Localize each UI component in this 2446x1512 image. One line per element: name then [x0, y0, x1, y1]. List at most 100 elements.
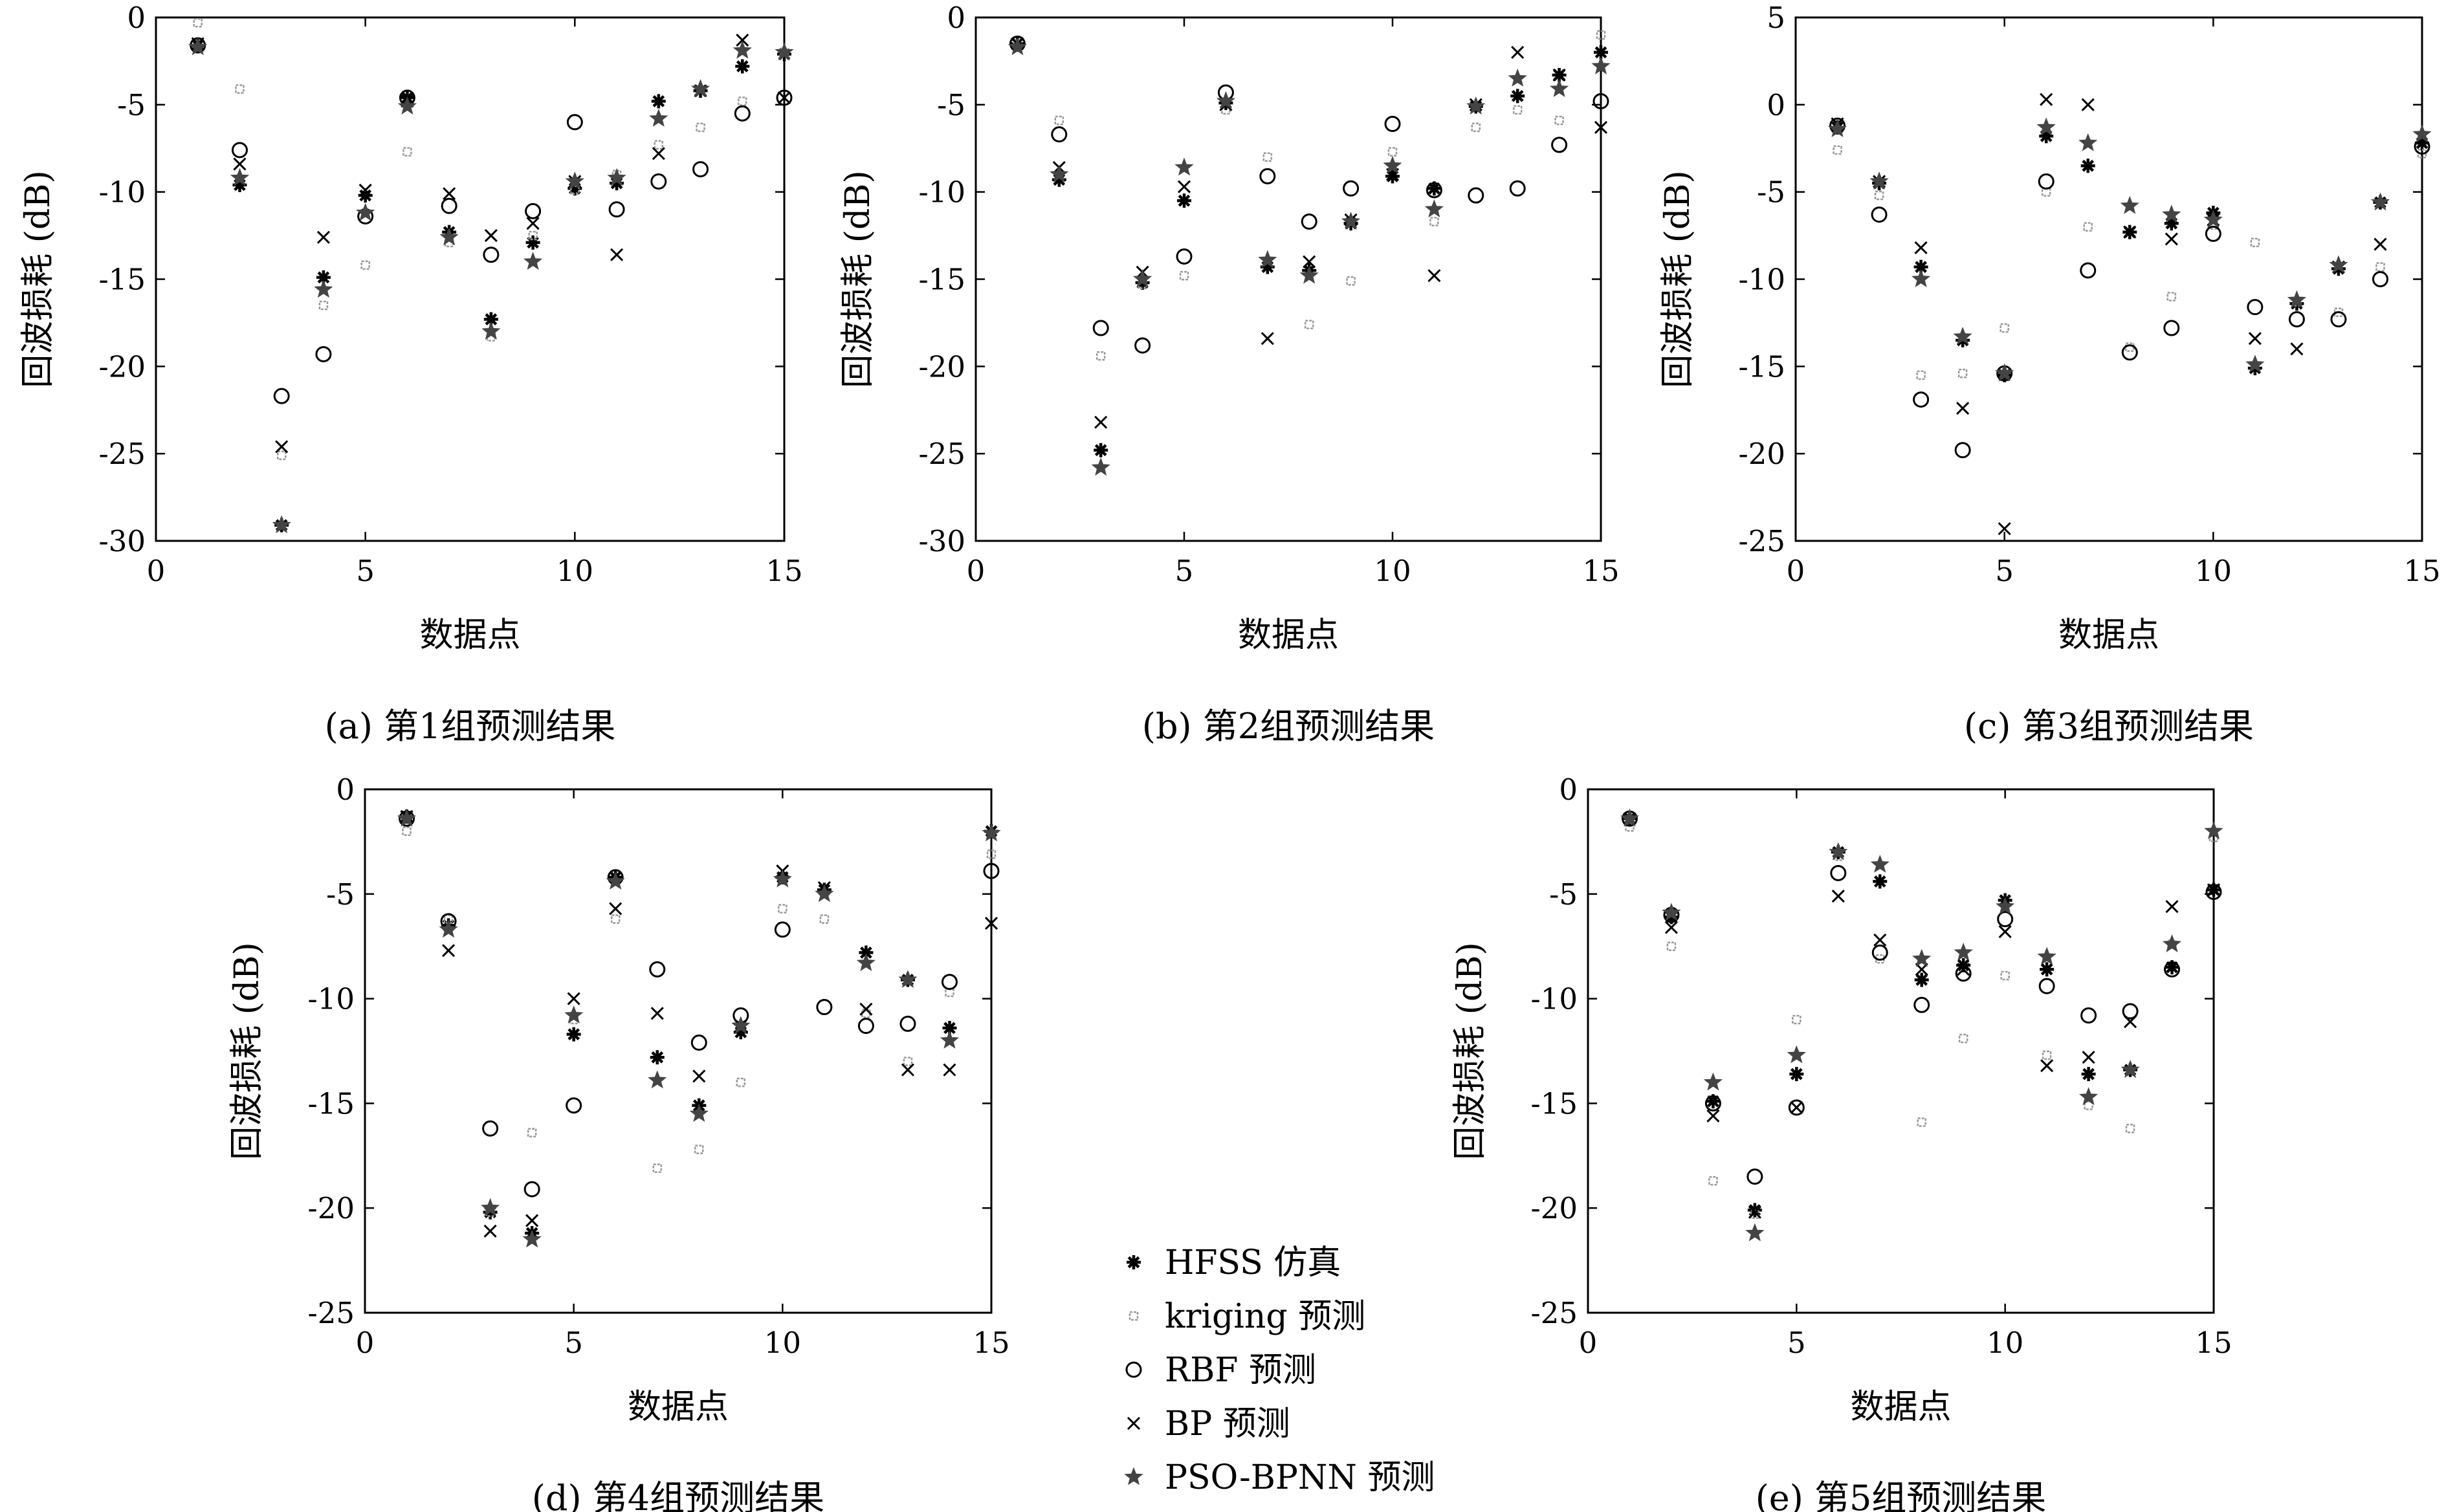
- series-pso: [1827, 117, 2432, 382]
- data-point-hfss: [2081, 1067, 2096, 1082]
- legend-marker-circle: [1125, 1361, 1142, 1378]
- series-bp: [400, 810, 998, 1238]
- data-point-pso: [1008, 37, 1028, 56]
- x-tick-label: 10: [1374, 554, 1411, 588]
- data-point-rbf: [1871, 944, 1888, 961]
- data-point-pso: [856, 953, 876, 972]
- data-point-pso: [2078, 133, 2098, 151]
- x-tick-label: 10: [1987, 1326, 2023, 1360]
- data-point-pso: [2370, 192, 2390, 211]
- data-point-kriging: [694, 1145, 704, 1154]
- series-bp: [1831, 93, 2429, 536]
- data-point-rbf: [692, 161, 709, 178]
- data-point-rbf: [1997, 911, 2014, 928]
- data-point-pso: [188, 37, 208, 56]
- x-tick-label: 15: [2195, 1326, 2232, 1360]
- data-point-rbf: [523, 1181, 540, 1198]
- series-pso: [397, 808, 1001, 1248]
- y-tick-label: -20: [1739, 437, 1785, 471]
- data-point-pso: [1050, 164, 1069, 183]
- series-kriging: [402, 826, 997, 1217]
- y-axis-label: 回波损耗 (dB): [839, 170, 877, 388]
- data-point-rbf: [2330, 311, 2347, 328]
- data-point-kriging: [778, 904, 788, 914]
- data-point-pso: [1954, 942, 1973, 961]
- data-point-pso: [1341, 212, 1361, 230]
- panel-caption: (d) 第4组预测结果: [532, 1478, 824, 1512]
- data-point-kriging: [402, 147, 412, 157]
- data-point-rbf: [1746, 1168, 1763, 1185]
- series-rbf: [1009, 35, 1609, 354]
- data-point-kriging: [1917, 1117, 1926, 1127]
- data-point-kriging: [1874, 190, 1884, 201]
- data-point-kriging: [1596, 30, 1606, 40]
- data-point-pso: [2162, 204, 2181, 223]
- data-point-kriging: [1833, 145, 1842, 155]
- legend-label: BP 预测: [1165, 1405, 1290, 1443]
- panel-caption: (c) 第3组预测结果: [1964, 706, 2254, 747]
- y-tick-label: -10: [1531, 982, 1578, 1016]
- data-point-bp: [2040, 93, 2053, 106]
- data-point-rbf: [2288, 311, 2305, 328]
- data-point-kriging: [360, 260, 370, 270]
- data-point-rbf: [1592, 93, 1609, 109]
- data-point-rbf: [273, 388, 290, 404]
- data-point-pso: [1383, 155, 1402, 174]
- x-tick-label: 5: [564, 1326, 583, 1360]
- data-point-bp: [610, 248, 624, 261]
- series-pso: [1620, 808, 2223, 1242]
- plot-frame: [1587, 788, 2215, 1314]
- y-tick-label: -10: [919, 175, 965, 210]
- data-point-bp: [2165, 900, 2179, 914]
- y-tick-label: -30: [919, 524, 965, 558]
- data-point-rbf: [899, 1015, 916, 1032]
- data-point-pso: [272, 515, 291, 534]
- data-point-kriging: [610, 914, 621, 924]
- series-hfss: [1010, 36, 1608, 457]
- data-point-rbf: [2247, 299, 2264, 316]
- data-point-rbf: [231, 142, 248, 159]
- y-tick-label: -25: [1739, 524, 1785, 558]
- data-point-kriging: [527, 1128, 537, 1137]
- x-axis-label: 数据点: [1238, 616, 1339, 655]
- data-point-rbf: [1871, 206, 1888, 223]
- data-point-pso: [1591, 56, 1611, 74]
- data-point-bp: [316, 230, 330, 244]
- data-point-bp: [2081, 98, 2095, 111]
- data-point-pso: [773, 869, 792, 888]
- data-point-kriging: [1916, 370, 1926, 380]
- plot-frame: [364, 788, 993, 1314]
- y-tick-label: -10: [1739, 263, 1785, 297]
- series-rbf: [1829, 117, 2430, 459]
- x-tick-label: 0: [1787, 554, 1805, 588]
- data-point-kriging: [2000, 323, 2009, 333]
- data-point-pso: [522, 1229, 542, 1248]
- data-point-bp: [1956, 401, 1970, 415]
- x-axis-label: 数据点: [628, 1388, 729, 1427]
- data-point-kriging: [1792, 1014, 1801, 1025]
- data-point-pso: [648, 1070, 667, 1089]
- y-tick-label: -15: [99, 263, 146, 297]
- data-point-bp: [736, 33, 749, 47]
- legend-label: PSO-BPNN 预测: [1165, 1458, 1435, 1497]
- y-axis-label: 回波损耗 (dB): [228, 942, 267, 1160]
- data-point-bp: [777, 91, 791, 105]
- data-point-rbf: [441, 197, 457, 214]
- y-tick-label: -5: [1757, 175, 1785, 210]
- data-point-bp: [2374, 237, 2387, 251]
- chart-panel-2: 0 5 10 15 -30 -25 -20 -15 -10 -5 0 数据点 回波损耗 (dB) (b) …: [839, 1, 1620, 747]
- data-point-pso: [1829, 842, 1848, 860]
- data-point-kriging: [819, 914, 830, 924]
- data-point-pso: [2329, 255, 2348, 274]
- data-point-rbf: [566, 1097, 582, 1114]
- data-point-kriging: [654, 140, 664, 150]
- y-tick-label: 0: [947, 1, 965, 35]
- data-point-pso: [314, 279, 333, 298]
- y-tick-label: -25: [919, 437, 965, 471]
- data-point-rbf: [1134, 337, 1151, 354]
- data-point-hfss: [1177, 193, 1191, 208]
- data-point-rbf: [566, 114, 583, 131]
- x-tick-label: 10: [764, 1326, 801, 1360]
- data-point-pso: [1912, 948, 1932, 967]
- data-point-bp: [1873, 933, 1887, 947]
